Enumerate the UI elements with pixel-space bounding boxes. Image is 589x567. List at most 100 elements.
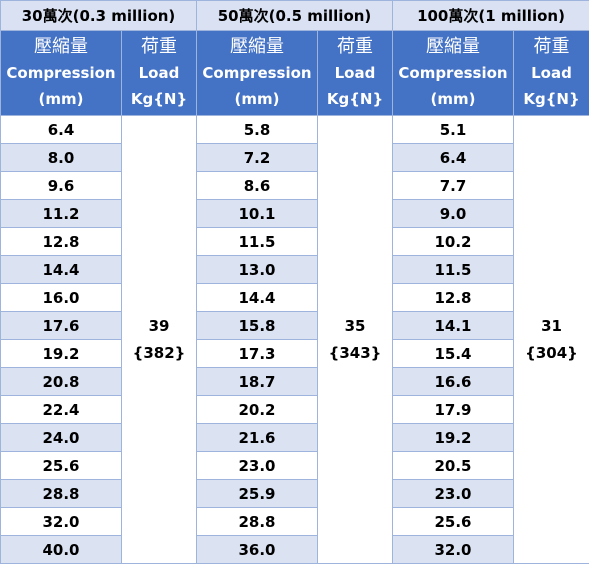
table-row: 40.0 36.0 32.0 bbox=[0, 535, 589, 564]
group-header-row: 30萬次(0.3 million) 50萬次(0.5 million) 100萬… bbox=[0, 0, 589, 31]
compression-cell: 11.5 bbox=[196, 227, 318, 256]
compression-cell: 20.2 bbox=[196, 395, 318, 424]
compression-cell: 5.8 bbox=[196, 115, 318, 144]
column-header-row: 壓縮量 Compression (mm) 荷重 Load Kg{N} 壓縮量 C… bbox=[0, 30, 589, 116]
compression-cell: 16.6 bbox=[392, 367, 514, 396]
load-n-value: {304} bbox=[525, 343, 578, 362]
compression-cell: 28.8 bbox=[0, 479, 122, 508]
compression-cell: 32.0 bbox=[0, 507, 122, 536]
compression-cell: 32.0 bbox=[392, 535, 514, 564]
compression-cell: 7.2 bbox=[196, 143, 318, 172]
compression-cell: 13.0 bbox=[196, 255, 318, 284]
compression-header-unit: (mm) bbox=[234, 90, 280, 108]
compression-cell: 6.4 bbox=[392, 143, 514, 172]
compression-cell: 18.7 bbox=[196, 367, 318, 396]
compression-header-zh: 壓縮量 bbox=[230, 36, 284, 57]
table-row: 32.0 28.8 25.6 bbox=[0, 507, 589, 536]
table-row: 8.0 7.2 6.4 bbox=[0, 143, 589, 172]
table-row: 22.4 20.2 17.9 bbox=[0, 395, 589, 424]
load-header-0: 荷重 Load Kg{N} bbox=[121, 30, 197, 116]
load-kg-value: 35 bbox=[344, 316, 366, 335]
compression-cell: 16.0 bbox=[0, 283, 122, 312]
load-header-unit: Kg{N} bbox=[130, 90, 188, 108]
compression-cell: 19.2 bbox=[0, 339, 122, 368]
load-header-zh: 荷重 bbox=[141, 36, 177, 57]
load-n-value: {382} bbox=[132, 343, 186, 362]
compression-cell: 14.4 bbox=[0, 255, 122, 284]
load-header-en: Load bbox=[138, 64, 180, 82]
compression-header-en: Compression bbox=[6, 64, 116, 82]
compression-cell: 20.8 bbox=[0, 367, 122, 396]
load-kg-value: 31 bbox=[541, 316, 562, 335]
compression-cell: 12.8 bbox=[0, 227, 122, 256]
compression-header-2: 壓縮量 Compression (mm) bbox=[392, 30, 514, 116]
group-title-1: 50萬次(0.5 million) bbox=[196, 0, 393, 31]
compression-cell: 17.3 bbox=[196, 339, 318, 368]
load-cell: 31 {304} bbox=[513, 115, 589, 564]
load-header-unit: Kg{N} bbox=[326, 90, 384, 108]
compression-header-0: 壓縮量 Compression (mm) bbox=[0, 30, 122, 116]
compression-cell: 14.1 bbox=[392, 311, 514, 340]
load-header-1: 荷重 Load Kg{N} bbox=[317, 30, 393, 116]
table-row: 6.4 39 {382} 5.8 35 {343} 5.1 31 {304} bbox=[0, 115, 589, 564]
table-row: 24.0 21.6 19.2 bbox=[0, 423, 589, 452]
load-header-en: Load bbox=[531, 64, 572, 82]
table-row: 25.6 23.0 20.5 bbox=[0, 451, 589, 480]
compression-header-en: Compression bbox=[398, 64, 508, 82]
table-row: 11.2 10.1 9.0 bbox=[0, 199, 589, 228]
compression-header-unit: (mm) bbox=[38, 90, 84, 108]
table-row: 14.4 13.0 11.5 bbox=[0, 255, 589, 284]
compression-cell: 17.9 bbox=[392, 395, 514, 424]
compression-cell: 10.1 bbox=[196, 199, 318, 228]
compression-cell: 7.7 bbox=[392, 171, 514, 200]
load-header-unit: Kg{N} bbox=[523, 90, 580, 108]
compression-cell: 11.5 bbox=[392, 255, 514, 284]
compression-cell: 6.4 bbox=[0, 115, 122, 144]
compression-cell: 20.5 bbox=[392, 451, 514, 480]
compression-cell: 28.8 bbox=[196, 507, 318, 536]
compression-cell: 23.0 bbox=[196, 451, 318, 480]
table-row: 19.2 17.3 15.4 bbox=[0, 339, 589, 368]
compression-cell: 8.6 bbox=[196, 171, 318, 200]
compression-cell: 19.2 bbox=[392, 423, 514, 452]
compression-cell: 8.0 bbox=[0, 143, 122, 172]
group-title-0: 30萬次(0.3 million) bbox=[0, 0, 197, 31]
load-kg-value: 39 bbox=[148, 316, 170, 335]
compression-header-zh: 壓縮量 bbox=[34, 36, 88, 57]
table-body: 6.4 39 {382} 5.8 35 {343} 5.1 31 {304} 8.0 7.2 6.4 9… bbox=[0, 115, 589, 564]
compression-cell: 25.6 bbox=[392, 507, 514, 536]
table-row: 12.8 11.5 10.2 bbox=[0, 227, 589, 256]
compression-cell: 25.9 bbox=[196, 479, 318, 508]
load-cell: 39 {382} bbox=[121, 115, 197, 564]
load-cell: 35 {343} bbox=[317, 115, 393, 564]
compression-cell: 25.6 bbox=[0, 451, 122, 480]
load-n-value: {343} bbox=[328, 343, 382, 362]
table-row: 17.6 15.8 14.1 bbox=[0, 311, 589, 340]
table-row: 9.6 8.6 7.7 bbox=[0, 171, 589, 200]
compression-header-1: 壓縮量 Compression (mm) bbox=[196, 30, 318, 116]
compression-header-zh: 壓縮量 bbox=[426, 36, 480, 57]
compression-cell: 14.4 bbox=[196, 283, 318, 312]
compression-cell: 15.4 bbox=[392, 339, 514, 368]
compression-cell: 12.8 bbox=[392, 283, 514, 312]
compression-cell: 17.6 bbox=[0, 311, 122, 340]
compression-cell: 11.2 bbox=[0, 199, 122, 228]
compression-header-unit: (mm) bbox=[430, 90, 476, 108]
compression-cell: 40.0 bbox=[0, 535, 122, 564]
load-header-zh: 荷重 bbox=[337, 36, 373, 57]
load-header-en: Load bbox=[334, 64, 376, 82]
compression-cell: 15.8 bbox=[196, 311, 318, 340]
load-header-zh: 荷重 bbox=[533, 36, 570, 57]
compression-cell: 23.0 bbox=[392, 479, 514, 508]
compression-cell: 9.0 bbox=[392, 199, 514, 228]
table-row: 20.8 18.7 16.6 bbox=[0, 367, 589, 396]
compression-cell: 24.0 bbox=[0, 423, 122, 452]
compression-cell: 21.6 bbox=[196, 423, 318, 452]
compression-cell: 10.2 bbox=[392, 227, 514, 256]
compression-cell: 22.4 bbox=[0, 395, 122, 424]
compression-cell: 9.6 bbox=[0, 171, 122, 200]
load-header-2: 荷重 Load Kg{N} bbox=[513, 30, 589, 116]
compression-header-en: Compression bbox=[202, 64, 312, 82]
compression-cell: 5.1 bbox=[392, 115, 514, 144]
